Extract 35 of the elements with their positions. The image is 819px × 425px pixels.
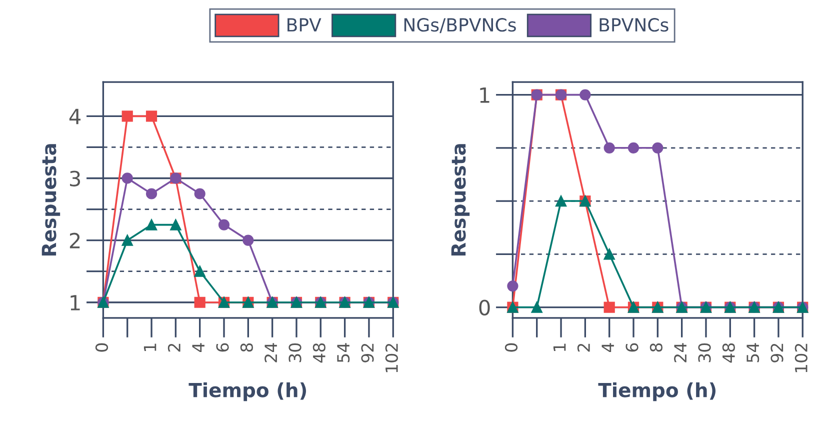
x-tick-label: 24	[264, 343, 277, 362]
y-tick-label: 1	[70, 295, 80, 310]
x-axis-title: Tiempo (h)	[598, 382, 716, 402]
x-tick-label: 4	[192, 343, 204, 352]
x-tick-label: 1	[553, 344, 566, 351]
legend-label: BPVNCs	[600, 18, 668, 32]
x-tick-label: 30	[698, 343, 711, 362]
x-tick-label: 6	[216, 343, 229, 352]
x-tick-label: 0	[95, 343, 108, 352]
x-tick-label: 24	[674, 343, 686, 362]
x-tick-label: 2	[577, 344, 590, 352]
x-axis-title: Tiempo (h)	[188, 382, 306, 402]
x-tick-label: 102	[794, 344, 808, 372]
x-tick-label: 4	[602, 343, 614, 352]
y-tick-label: 4	[69, 108, 80, 124]
x-tick-label: 8	[650, 343, 662, 352]
y-tick-label: 2	[70, 232, 80, 248]
y-axis-title: Respuesta	[451, 144, 470, 256]
x-tick-label: 2	[168, 344, 180, 352]
y-tick-label: 3	[70, 170, 80, 186]
x-tick-label: 6	[626, 343, 638, 352]
x-tick-label: 30	[288, 343, 302, 362]
x-tick-label: 48	[312, 343, 326, 363]
x-tick-label: 102	[385, 344, 398, 372]
x-tick-label: 48	[722, 343, 735, 363]
x-tick-label: 92	[770, 344, 784, 362]
x-tick-label: 8	[240, 343, 253, 352]
x-tick-label: 0	[504, 343, 518, 352]
x-tick-label: 54	[746, 343, 760, 362]
x-tick-label: 54	[337, 343, 350, 362]
y-axis-title: Respuesta	[42, 144, 60, 256]
legend-label: BPV	[288, 18, 322, 32]
x-tick-label: 1	[144, 344, 156, 351]
legend-label: NGs/BPVNCs	[404, 18, 516, 34]
x-tick-label: 92	[361, 344, 374, 362]
